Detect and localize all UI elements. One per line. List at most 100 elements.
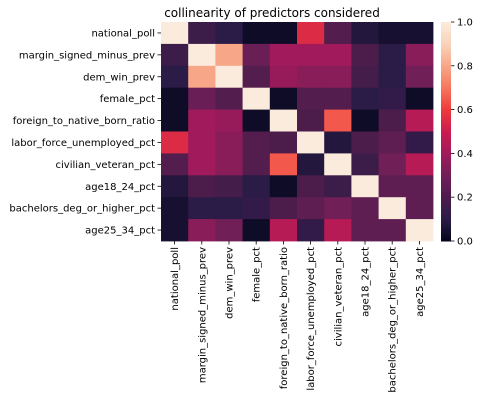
heatmap-cell-3-9 [405,87,434,110]
colorbar-segment [441,211,451,215]
heatmap-cell-3-1 [188,87,216,110]
colorbar-segment [441,85,451,89]
colorbar-segment [441,95,451,98]
colorbar-segment [441,115,451,118]
colorbar-segment [441,189,451,193]
colorbar-segment [441,49,451,52]
colorbar-segment [441,42,451,45]
colorbar-segment [441,202,451,205]
heatmap-cell-7-7 [351,175,379,198]
column-label: age18_24_pct [361,247,372,317]
heatmap-cell-5-7 [351,131,379,154]
colorbar-segment [441,213,451,216]
colorbar-segment [441,215,451,218]
colorbar-segment [441,171,451,174]
colorbar-segment [441,168,451,171]
row-label: foreign_to_native_born_ratio [13,116,155,127]
colorbar-segment [441,53,451,56]
row-label: labor_force_unemployed_pct [11,138,155,149]
heatmap-cell-2-2 [215,65,243,89]
colorbar-segment [441,209,451,213]
heatmap-cell-6-0 [161,153,189,176]
colorbar-segment [441,76,451,80]
heatmap-cell-5-8 [378,131,407,154]
colorbar-tick-label: 0.6 [457,105,473,116]
colorbar-segment [441,126,451,129]
heatmap-cell-9-2 [215,219,243,242]
heatmap-cell-0-2 [215,22,243,45]
colorbar-segment [441,107,451,111]
heatmap-cell-1-5 [297,43,325,67]
colorbar-segment [441,105,451,109]
heatmap-cell-0-1 [188,22,216,45]
heatmap-cell-5-1 [188,131,216,154]
column-label: civilian_veteran_pct [333,247,344,347]
heatmap-cell-3-3 [242,87,271,110]
colorbar-segment [441,54,451,58]
colorbar-segment [441,62,451,65]
heatmap-cell-0-9 [405,22,434,45]
colorbar-segment [441,146,451,149]
row-label: margin_signed_minus_prev [19,50,155,61]
heatmap-cell-2-4 [269,65,298,89]
heatmap-cell-1-4 [269,43,298,67]
heatmap-cell-6-1 [188,153,216,176]
colorbar-segment [441,162,451,165]
heatmap-cell-5-6 [324,131,352,154]
heatmap-cell-3-0 [161,87,189,110]
heatmap-cell-9-7 [351,219,379,242]
heatmap-cell-2-7 [351,65,379,89]
column-label: dem_win_prev [225,247,236,319]
colorbar-segment [441,31,451,34]
colorbar-segment [441,182,451,185]
colorbar-segment [441,32,451,36]
column-label: foreign_to_native_born_ratio [279,247,290,389]
row-label: bachelors_deg_or_higher_pct [9,204,155,215]
heatmap-cell-3-2 [215,87,243,110]
row-label: female_pct [100,94,155,105]
colorbar-segment [441,135,451,138]
colorbar-segment [441,191,451,195]
colorbar-segment [441,200,451,204]
colorbar-segment [441,206,451,209]
column-label: female_pct [252,247,263,302]
column-label: national_poll [170,247,181,311]
colorbar-segment [441,104,451,107]
heatmap-cell-0-3 [242,22,271,45]
colorbar-segment [441,120,451,123]
colorbar-segment [441,151,451,154]
colorbar-segment [441,80,451,83]
colorbar-segment [441,27,451,30]
heatmap-cell-8-7 [351,197,379,220]
colorbar-segment [441,230,451,233]
colorbar-segment [441,87,451,91]
heatmap-cell-5-4 [269,131,298,154]
heatmap-cell-9-8 [378,219,407,242]
colorbar-segment [441,184,451,187]
heatmap-cell-5-5 [297,131,325,154]
colorbar-segment [441,157,451,160]
colorbar-segment [441,199,451,202]
heatmap-cell-4-5 [297,109,325,132]
colorbar-tick-label: 0.4 [457,149,473,160]
colorbar-segment [441,38,451,41]
row-label: dem_win_prev [83,72,155,83]
row-label: national_poll [91,28,155,39]
heatmap-cell-7-9 [405,175,434,198]
heatmap-cell-8-4 [269,197,298,220]
heatmap-cell-7-8 [378,175,407,198]
heatmap-cell-4-8 [378,109,407,132]
colorbar-segment [441,84,451,87]
heatmap-cell-9-3 [242,219,271,242]
colorbar-segment [441,22,451,25]
heatmap-cell-3-6 [324,87,352,110]
colorbar-segment [441,111,451,114]
colorbar-segment [441,217,451,220]
colorbar-segment [441,228,451,231]
colorbar-segment [441,136,451,140]
column-label: age25_34_pct [415,247,426,317]
colorbar-segment [441,23,451,27]
heatmap-cell-6-3 [242,153,271,176]
heatmap-cell-8-1 [188,197,216,220]
heatmap-cell-1-6 [324,43,352,67]
